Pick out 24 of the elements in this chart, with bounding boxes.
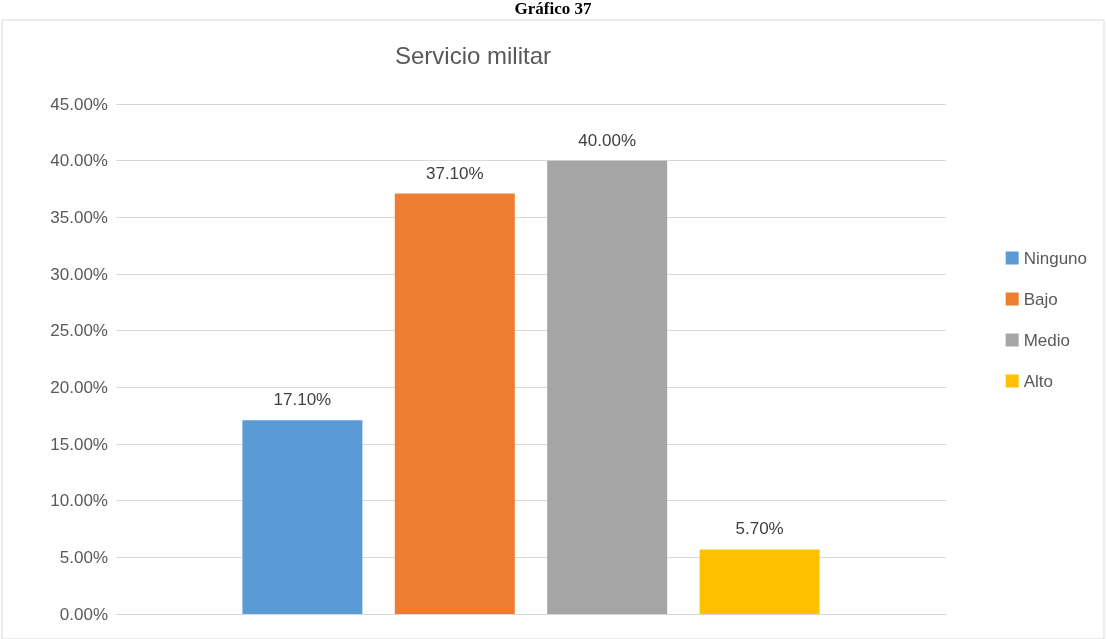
y-tick-label: 5.00%: [59, 547, 108, 567]
y-tick-label: 10.00%: [50, 491, 108, 511]
data-label: 40.00%: [578, 130, 637, 150]
y-tick-label: 40.00%: [50, 151, 108, 171]
chart-title: Servicio militar: [394, 41, 552, 69]
bar: [394, 193, 515, 614]
bar: [699, 549, 820, 614]
bar: [547, 160, 668, 614]
legend-label: Bajo: [1023, 289, 1058, 309]
bar: [242, 420, 363, 614]
y-tick-label: 25.00%: [50, 321, 108, 341]
data-label: 5.70%: [735, 519, 784, 539]
text: Gráfico 37: [514, 0, 592, 18]
y-tick-label: 45.00%: [50, 94, 108, 114]
legend-label: Alto: [1023, 371, 1053, 391]
data-label: 17.10%: [273, 390, 332, 410]
y-tick-label: 20.00%: [50, 377, 108, 397]
y-tick-label: 35.00%: [50, 207, 108, 227]
legend-label: Ninguno: [1023, 248, 1087, 268]
legend-label: Medio: [1023, 330, 1070, 350]
y-tick-label: 30.00%: [50, 264, 108, 284]
y-tick-label: 0.00%: [59, 604, 108, 624]
data-label: 37.10%: [425, 163, 484, 183]
y-tick-label: 15.00%: [50, 434, 108, 454]
